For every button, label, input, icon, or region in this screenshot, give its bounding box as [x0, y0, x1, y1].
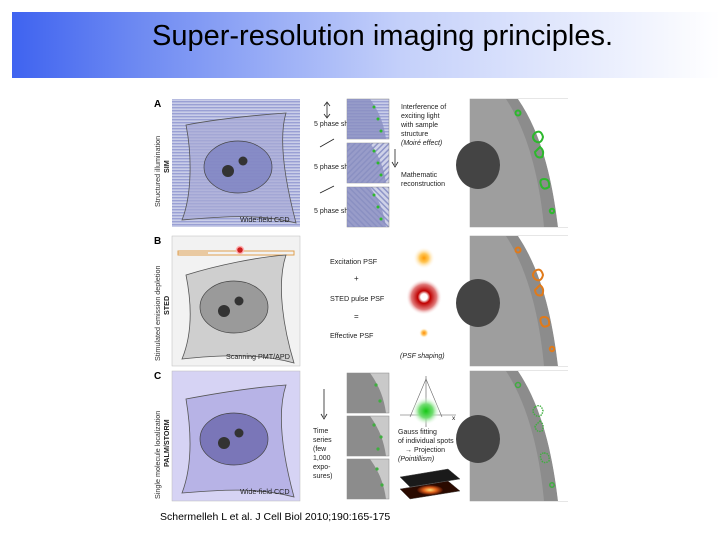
- axis-x-label: x: [452, 415, 456, 422]
- phase-label-3: 5 phase shifts: [314, 208, 358, 215]
- plus-sign: +: [354, 274, 359, 283]
- sted-scan-spot: [235, 245, 245, 255]
- phase-label-1: 5 phase shifts: [314, 121, 358, 128]
- gauss-spot-icon: [412, 397, 440, 425]
- nucleolus-c1: [218, 437, 230, 449]
- nucleus-b: [199, 280, 269, 334]
- slide-title: Super-resolution imaging principles.: [152, 20, 614, 52]
- sim-tile-3: [346, 186, 390, 228]
- sted-psf-icon: [406, 279, 442, 315]
- nucleolus-a1: [222, 165, 234, 177]
- camera-label-c: Wide-field CCD: [240, 487, 290, 496]
- super-resolution-figure: A Structured illumination SIM Wide-field…: [153, 98, 568, 502]
- projection-stack: [399, 468, 461, 500]
- nucleus-c: [199, 412, 269, 466]
- sted-result-image: [456, 235, 568, 367]
- panel-letter-a: A: [154, 99, 161, 110]
- side-label-c: Single molecule localization: [153, 411, 162, 499]
- nucleolus-b1: [218, 305, 230, 317]
- palm-tile-3: [346, 458, 390, 500]
- reconstruction-text: Mathematic reconstruction: [401, 172, 445, 188]
- panel-c: C Single molecule localization PALM/STOR…: [153, 370, 568, 502]
- time-series-text: Time series (few 1,000 expo- sures): [313, 428, 334, 480]
- sim-result-image: [456, 98, 568, 228]
- sim-tile-1: [346, 98, 390, 140]
- excitation-psf-icon: [413, 247, 435, 269]
- camera-label-a: Wide-field CCD: [240, 215, 290, 224]
- palm-tile-2: [346, 415, 390, 457]
- phase-arrow-2: [319, 138, 335, 148]
- citation-caption: Schermelleh L et al. J Cell Biol 2010;19…: [160, 511, 391, 523]
- psf-shaping-label: (PSF shaping): [400, 353, 445, 360]
- palm-tile-1: [346, 372, 390, 414]
- moire-text: Interference of exciting light with samp…: [400, 104, 448, 147]
- effective-psf-label: Effective PSF: [330, 331, 374, 340]
- sted-pulse-label: STED pulse PSF: [330, 294, 385, 303]
- panel-b: B Stimulated emission depletion STED Sca…: [153, 235, 568, 367]
- detector-label-b: Scanning PMT/APD: [226, 352, 290, 361]
- equals-sign: =: [354, 312, 359, 321]
- nucleolus-c2: [234, 428, 244, 438]
- side-label-bold-b: STED: [162, 296, 171, 315]
- nucleus-a: [203, 140, 273, 194]
- gauss-fitting-text: Gauss fitting of individual spots → Proj…: [398, 429, 456, 463]
- gauss-fit-diagram: x: [400, 376, 456, 427]
- side-label-b: Stimulated emission depletion: [153, 266, 162, 362]
- panel-letter-c: C: [154, 371, 161, 382]
- excitation-label: Excitation PSF: [330, 257, 378, 266]
- side-label-bold-c: PALM/STORM: [162, 419, 171, 467]
- panel-letter-b: B: [154, 236, 161, 247]
- side-label-bold-a: SIM: [162, 160, 171, 173]
- title-banner: [12, 12, 720, 78]
- phase-arrow-3: [319, 185, 335, 194]
- sim-tile-2: [346, 142, 390, 184]
- side-label-a: Structured illumination: [153, 136, 162, 207]
- effective-psf-icon: [419, 328, 429, 338]
- nucleolus-a2: [238, 156, 248, 166]
- panel-a: A Structured illumination SIM Wide-field…: [153, 98, 568, 228]
- nucleolus-b2: [234, 296, 244, 306]
- palm-result-image: [456, 370, 568, 502]
- phase-label-2: 5 phase shifts: [314, 164, 358, 171]
